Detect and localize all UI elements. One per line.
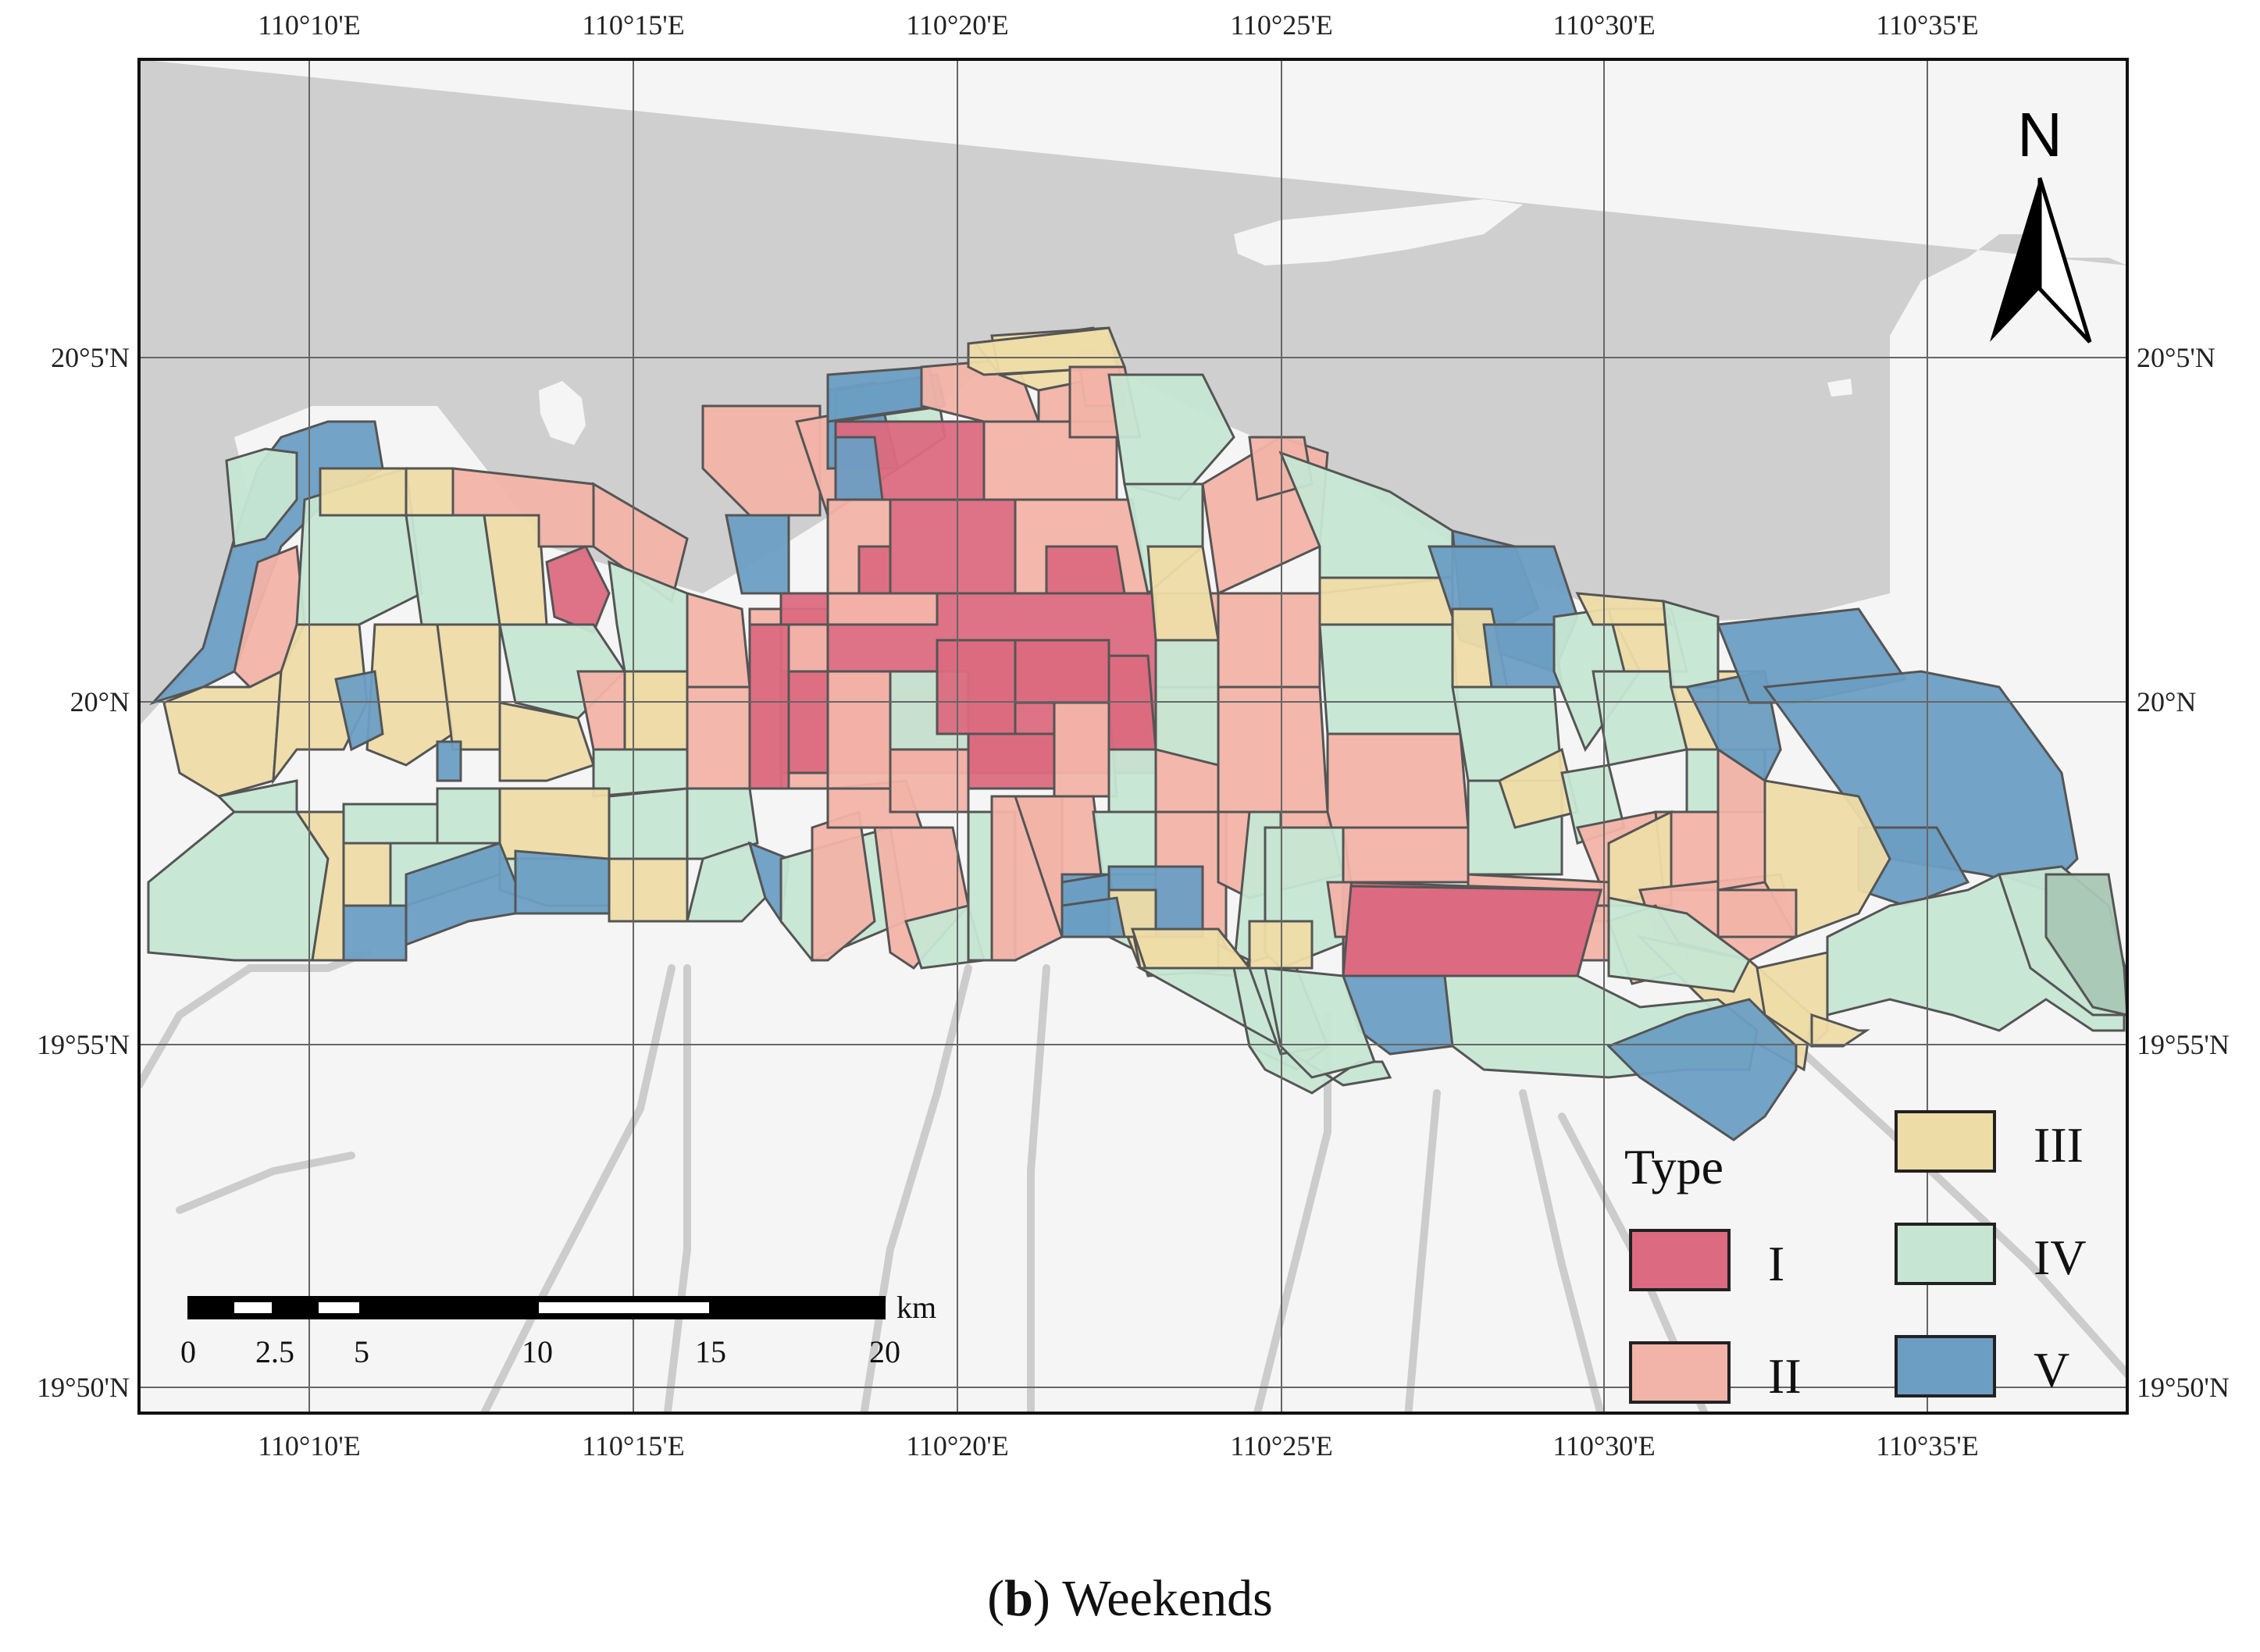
lon-label: 110°30'E bbox=[1552, 1430, 1656, 1462]
scale-unit: km bbox=[897, 1290, 936, 1325]
caption-open: ( bbox=[987, 1570, 1005, 1627]
island bbox=[539, 381, 586, 445]
lon-label: 110°25'E bbox=[1230, 9, 1333, 41]
lat-label: 19°55'N bbox=[2137, 1029, 2230, 1060]
island bbox=[1827, 379, 1852, 397]
legend-title: Type bbox=[1624, 1139, 1724, 1194]
zone-type-i-east bbox=[1342, 885, 1602, 977]
legend-swatch-iv bbox=[1895, 1223, 1996, 1285]
north-label: N bbox=[2017, 100, 2062, 169]
lat-label: 19°55'N bbox=[37, 1029, 130, 1060]
legend-label-i: I bbox=[1768, 1236, 1784, 1291]
scale-tick: 5 bbox=[354, 1334, 369, 1369]
lat-label: 19°50'N bbox=[2137, 1372, 2230, 1403]
legend: Type I II III IV V bbox=[1624, 1110, 2087, 1404]
urban-zones bbox=[147, 326, 2127, 1141]
map-frame bbox=[137, 58, 2129, 1415]
legend-label-ii: II bbox=[1768, 1348, 1802, 1404]
scale-tick: 15 bbox=[695, 1334, 726, 1369]
lon-label: 110°25'E bbox=[1230, 1430, 1333, 1462]
lat-label: 20°N bbox=[2137, 686, 2196, 717]
graticule bbox=[139, 59, 2127, 1413]
legend-swatch-v bbox=[1895, 1335, 1996, 1397]
latitude-labels-left: 20°5'N 20°N 19°55'N 19°50'N bbox=[37, 342, 130, 1403]
lon-label: 110°20'E bbox=[906, 1430, 1009, 1462]
legend-swatch-iii bbox=[1895, 1110, 1996, 1173]
scale-tick: 2.5 bbox=[255, 1334, 294, 1369]
lon-label: 110°35'E bbox=[1876, 1430, 1979, 1462]
lat-label: 19°50'N bbox=[37, 1372, 130, 1403]
longitude-labels-bottom: 110°10'E 110°15'E 110°20'E 110°25'E 110°… bbox=[258, 1430, 1979, 1462]
scale-tick: 20 bbox=[869, 1334, 900, 1369]
longitude-labels-top: 110°10'E 110°15'E 110°20'E 110°25'E 110°… bbox=[258, 9, 1979, 41]
lon-label: 110°35'E bbox=[1876, 9, 1979, 41]
legend-swatch-ii bbox=[1629, 1341, 1731, 1404]
lon-label: 110°30'E bbox=[1552, 9, 1656, 41]
lon-label: 110°10'E bbox=[258, 1430, 361, 1462]
lat-label: 20°N bbox=[70, 686, 130, 717]
legend-label-v: V bbox=[2034, 1342, 2069, 1397]
north-arrow-icon: N bbox=[1990, 100, 2092, 344]
lon-label: 110°15'E bbox=[582, 9, 685, 41]
island bbox=[1234, 199, 1523, 265]
figure-caption: (b) Weekends bbox=[0, 1569, 2260, 1629]
legend-label-iii: III bbox=[2034, 1117, 2084, 1173]
latitude-labels-right: 20°5'N 20°N 19°55'N 19°50'N bbox=[2137, 342, 2230, 1403]
island bbox=[1890, 297, 2046, 422]
lon-label: 110°15'E bbox=[582, 1430, 685, 1462]
scale-tick: 0 bbox=[180, 1334, 196, 1369]
caption-letter: b bbox=[1004, 1570, 1033, 1627]
scale-bar: km 0 2.5 5 10 15 20 bbox=[180, 1290, 936, 1369]
legend-label-iv: IV bbox=[2034, 1230, 2087, 1285]
caption-text: ) Weekends bbox=[1032, 1570, 1273, 1627]
lon-label: 110°10'E bbox=[258, 9, 361, 41]
lat-label: 20°5'N bbox=[2137, 342, 2215, 373]
lon-label: 110°20'E bbox=[906, 9, 1009, 41]
legend-swatch-i bbox=[1629, 1229, 1731, 1291]
scale-tick: 10 bbox=[522, 1334, 553, 1369]
lat-label: 20°5'N bbox=[51, 342, 130, 373]
